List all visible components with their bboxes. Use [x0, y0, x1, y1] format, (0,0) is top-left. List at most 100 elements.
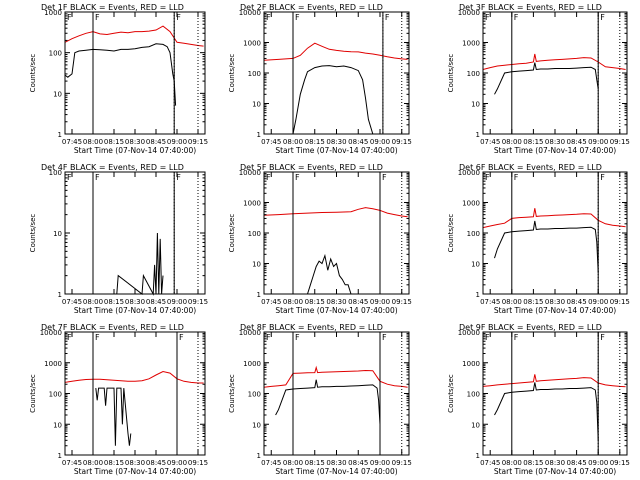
x-tick-label: 08:15 — [523, 138, 543, 146]
y-tick-label: 10000 — [40, 329, 62, 337]
series-black — [494, 220, 599, 273]
x-tick-label: 07:45 — [261, 298, 281, 306]
y-tick-label: 1 — [58, 131, 62, 139]
x-tick-label: 09:00 — [588, 298, 608, 306]
x-tick-label: 09:15 — [392, 138, 412, 146]
marker-label: F — [514, 333, 519, 342]
marker-label: F — [295, 13, 300, 22]
y-tick-label: 1000 — [462, 40, 480, 48]
x-tick-label: 08:45 — [567, 138, 587, 146]
x-axis-label: Start Time (07-Nov-14 07:40:00) — [275, 306, 397, 315]
panel-title: Det 2F BLACK = Events, RED = LLD — [240, 3, 383, 12]
series-black — [116, 232, 164, 296]
panel-title: Det 6F BLACK = Events, RED = LLD — [459, 163, 602, 172]
x-tick-label: 08:15 — [523, 459, 543, 467]
y-axis-label: Counts/sec — [29, 374, 37, 413]
y-tick-label: 1000 — [243, 200, 261, 208]
x-tick-label: 07:45 — [480, 138, 500, 146]
x-tick-label: 08:45 — [567, 459, 587, 467]
marker-label: F — [382, 333, 387, 342]
marker-label: F — [179, 333, 184, 342]
x-tick-label: 08:30 — [125, 459, 145, 467]
y-tick-label: 100 — [248, 70, 261, 78]
marker-label: F — [95, 13, 100, 22]
x-tick-label: 07:45 — [62, 459, 82, 467]
y-axis-label: Counts/sec — [29, 54, 37, 93]
x-axis-label: Start Time (07-Nov-14 07:40:00) — [74, 146, 196, 155]
marker-label: F — [176, 13, 181, 22]
marker-label: F — [600, 13, 605, 22]
y-tick-label: 1 — [476, 131, 480, 139]
y-tick-label: 10000 — [239, 329, 261, 337]
x-tick-label: 09:15 — [392, 298, 412, 306]
y-axis-label: Counts/sec — [29, 214, 37, 253]
x-tick-label: 09:15 — [188, 459, 208, 467]
x-tick-label: 07:45 — [261, 138, 281, 146]
series-red — [64, 370, 204, 384]
panel-title: Det 9F BLACK = Events, RED = LLD — [459, 323, 602, 332]
y-tick-label: 1000 — [462, 200, 480, 208]
y-tick-label: 1000 — [462, 360, 480, 368]
x-tick-label: 09:00 — [167, 138, 187, 146]
marker-label: F — [514, 13, 519, 22]
x-tick-label: 09:00 — [370, 138, 390, 146]
x-tick-label: 08:30 — [545, 459, 565, 467]
x-tick-label: 08:15 — [523, 298, 543, 306]
panel-title: Det 4F BLACK = Events, RED = LLD — [41, 163, 184, 172]
y-tick-label: 10000 — [458, 329, 480, 337]
y-tick-label: 100 — [467, 391, 480, 399]
x-tick-label: 08:15 — [305, 298, 325, 306]
y-tick-label: 1 — [476, 291, 480, 299]
marker-label: F — [266, 173, 271, 182]
series-black — [307, 253, 352, 295]
panel-title: Det 5F BLACK = Events, RED = LLD — [240, 163, 383, 172]
x-axis-label: Start Time (07-Nov-14 07:40:00) — [275, 467, 397, 476]
x-tick-label: 07:45 — [62, 138, 82, 146]
marker-label: F — [95, 333, 100, 342]
y-axis-label: Counts/sec — [447, 54, 455, 93]
x-tick-label: 08:45 — [146, 138, 166, 146]
y-tick-label: 10 — [53, 421, 62, 429]
y-axis-label: Counts/sec — [228, 54, 236, 93]
x-tick-label: 09:00 — [370, 298, 390, 306]
x-axis-label: Start Time (07-Nov-14 07:40:00) — [494, 306, 616, 315]
panel-title: Det 7F BLACK = Events, RED = LLD — [41, 323, 184, 332]
series-red — [263, 42, 408, 61]
y-tick-label: 10 — [471, 261, 480, 269]
y-tick-label: 10 — [252, 261, 261, 269]
x-tick-label: 08:15 — [104, 298, 124, 306]
x-tick-label: 08:15 — [305, 459, 325, 467]
x-tick-label: 09:00 — [588, 459, 608, 467]
x-tick-label: 08:30 — [326, 138, 346, 146]
marker-label: F — [295, 333, 300, 342]
y-tick-label: 10 — [252, 421, 261, 429]
marker-label: F — [67, 333, 72, 342]
x-tick-label: 08:00 — [283, 138, 303, 146]
marker-label: F — [485, 333, 490, 342]
x-tick-label: 08:30 — [125, 138, 145, 146]
y-axis-label: Counts/sec — [447, 374, 455, 413]
marker-label: F — [382, 173, 387, 182]
x-axis-label: Start Time (07-Nov-14 07:40:00) — [275, 146, 397, 155]
x-tick-label: 08:30 — [326, 298, 346, 306]
x-tick-label: 08:00 — [502, 298, 522, 306]
marker-label: F — [485, 173, 490, 182]
x-tick-label: 09:15 — [610, 138, 630, 146]
marker-label: F — [67, 173, 72, 182]
x-tick-label: 08:00 — [83, 138, 103, 146]
y-tick-label: 100 — [248, 391, 261, 399]
x-tick-label: 09:15 — [610, 459, 630, 467]
series-red — [482, 208, 626, 229]
panel-title: Det 1F BLACK = Events, RED = LLD — [41, 3, 184, 12]
series-black — [95, 387, 132, 446]
series-black — [292, 65, 374, 135]
x-tick-label: 07:45 — [480, 459, 500, 467]
y-tick-label: 100 — [248, 230, 261, 238]
series-red — [64, 25, 204, 47]
